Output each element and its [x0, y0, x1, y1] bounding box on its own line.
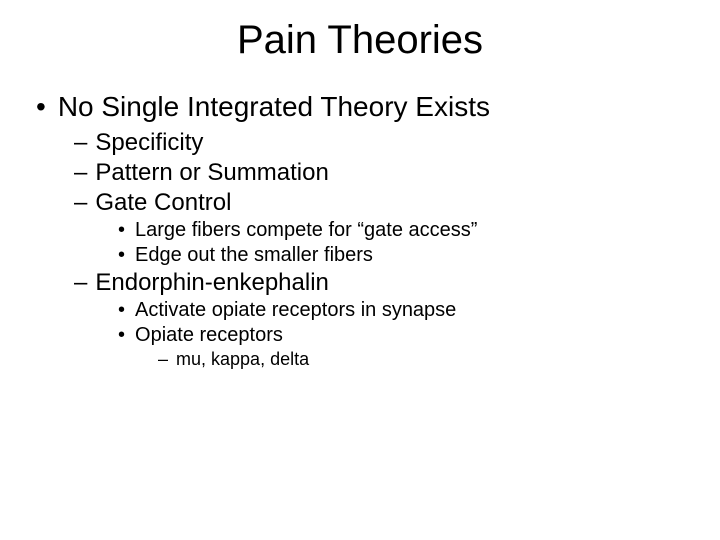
- bullet-text: No Single Integrated Theory Exists: [58, 91, 490, 123]
- bullet-dash-icon: –: [158, 349, 168, 370]
- bullet-dot-icon: •: [36, 91, 46, 123]
- bullet-level2: – Gate Control: [74, 189, 690, 217]
- bullet-dash-icon: –: [74, 159, 87, 187]
- bullet-level3: • Opiate receptors: [118, 324, 690, 347]
- bullet-level2: – Specificity: [74, 129, 690, 157]
- bullet-text: Opiate receptors: [135, 324, 283, 347]
- bullet-text: Gate Control: [95, 189, 231, 217]
- bullet-dot-icon: •: [118, 244, 125, 267]
- bullet-level1: • No Single Integrated Theory Exists: [36, 91, 690, 123]
- bullet-text: Activate opiate receptors in synapse: [135, 299, 456, 322]
- bullet-level2: – Pattern or Summation: [74, 159, 690, 187]
- bullet-level3: • Activate opiate receptors in synapse: [118, 299, 690, 322]
- slide: Pain Theories • No Single Integrated The…: [0, 0, 720, 540]
- bullet-dot-icon: •: [118, 324, 125, 347]
- bullet-text: Large fibers compete for “gate access”: [135, 219, 477, 242]
- slide-title: Pain Theories: [30, 18, 690, 63]
- bullet-text: mu, kappa, delta: [176, 349, 309, 370]
- bullet-text: Endorphin-enkephalin: [95, 269, 329, 297]
- bullet-text: Pattern or Summation: [95, 159, 328, 187]
- bullet-text: Edge out the smaller fibers: [135, 244, 373, 267]
- bullet-level2: – Endorphin-enkephalin: [74, 269, 690, 297]
- bullet-level3: • Large fibers compete for “gate access”: [118, 219, 690, 242]
- bullet-dot-icon: •: [118, 299, 125, 322]
- bullet-dash-icon: –: [74, 269, 87, 297]
- bullet-level4: – mu, kappa, delta: [158, 349, 690, 370]
- bullet-text: Specificity: [95, 129, 203, 157]
- bullet-dot-icon: •: [118, 219, 125, 242]
- bullet-level3: • Edge out the smaller fibers: [118, 244, 690, 267]
- bullet-dash-icon: –: [74, 129, 87, 157]
- bullet-dash-icon: –: [74, 189, 87, 217]
